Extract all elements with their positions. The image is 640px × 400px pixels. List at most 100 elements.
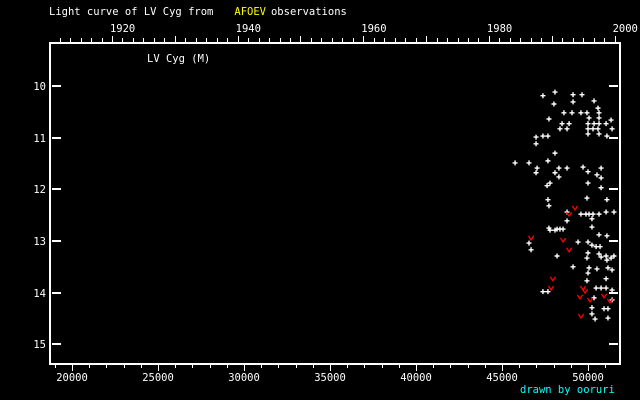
x-axis-minor-tick <box>313 365 314 368</box>
data-point <box>540 289 546 295</box>
top-axis-minor-tick <box>437 38 438 42</box>
data-point <box>609 287 615 293</box>
data-point <box>591 98 597 104</box>
data-point <box>579 92 585 98</box>
top-axis-minor-tick <box>468 38 469 42</box>
top-axis-minor-tick <box>227 38 228 42</box>
top-axis-minor-tick <box>321 38 322 42</box>
top-axis-minor-tick <box>416 38 417 42</box>
data-point <box>540 133 546 139</box>
data-point <box>554 253 560 259</box>
top-axis-minor-tick <box>478 38 479 42</box>
x-axis-minor-tick <box>192 365 193 368</box>
top-axis-minor-tick <box>583 38 584 42</box>
y-axis-left-tick <box>52 343 61 345</box>
data-point <box>561 110 567 116</box>
data-point <box>526 240 532 246</box>
data-point <box>598 285 604 291</box>
limit-marker <box>559 237 567 244</box>
data-point <box>578 211 584 217</box>
data-point <box>585 121 591 127</box>
x-axis-minor-tick <box>450 365 451 368</box>
data-point <box>533 141 539 147</box>
data-point <box>611 253 617 259</box>
data-point <box>564 165 570 171</box>
data-point <box>545 289 551 295</box>
top-axis-major-tick <box>238 36 239 42</box>
data-point <box>595 126 601 132</box>
x-axis-major-tick <box>158 365 159 371</box>
x-axis-minor-tick <box>210 365 211 368</box>
y-axis-right-tick <box>609 292 618 294</box>
data-point <box>556 174 562 180</box>
data-point <box>526 160 532 166</box>
data-point <box>603 209 609 215</box>
top-axis-minor-tick <box>91 38 92 42</box>
data-point <box>596 131 602 137</box>
top-axis-minor-tick <box>353 38 354 42</box>
plot-frame-right <box>619 42 621 365</box>
data-point <box>569 110 575 116</box>
top-axis-minor-tick <box>269 38 270 42</box>
limit-marker <box>527 235 535 242</box>
data-point <box>585 239 591 245</box>
top-axis-minor-tick <box>248 38 249 42</box>
data-point <box>605 265 611 271</box>
series-label: LV Cyg (M) <box>147 53 211 65</box>
top-axis-minor-tick <box>217 38 218 42</box>
top-axis-minor-tick <box>143 38 144 42</box>
top-axis-major-tick <box>112 36 113 42</box>
data-point <box>596 110 602 116</box>
top-axis-minor-tick <box>70 38 71 42</box>
data-point <box>575 239 581 245</box>
plot-frame-bottom <box>49 363 621 365</box>
x-axis-minor-tick <box>347 365 348 368</box>
data-point <box>528 247 534 253</box>
data-point <box>596 232 602 238</box>
top-axis-year-label: 1960 <box>361 23 386 35</box>
top-axis-minor-tick <box>405 38 406 42</box>
data-point <box>592 316 598 322</box>
top-axis-minor-tick <box>154 38 155 42</box>
top-axis-minor-tick <box>185 38 186 42</box>
data-point <box>605 306 611 312</box>
credit-text: drawn by ooruri <box>520 384 615 396</box>
data-point <box>591 121 597 127</box>
data-point <box>545 158 551 164</box>
data-point <box>594 266 600 272</box>
top-axis-minor-tick <box>395 38 396 42</box>
data-point <box>570 264 576 270</box>
data-point <box>552 89 558 95</box>
limit-marker <box>565 247 573 253</box>
data-point <box>580 164 586 170</box>
top-axis-minor-tick <box>332 38 333 42</box>
x-axis-minor-tick <box>278 365 279 368</box>
data-point <box>604 133 610 139</box>
top-axis-minor-tick <box>206 38 207 42</box>
data-point <box>585 126 591 132</box>
data-point <box>552 150 558 156</box>
data-point <box>545 197 551 203</box>
x-axis-minor-tick <box>605 365 606 368</box>
x-axis-minor-tick <box>261 365 262 368</box>
data-point <box>534 165 540 171</box>
data-point <box>596 121 602 127</box>
y-axis-tick-label: 10 <box>33 81 46 93</box>
top-axis-minor-tick <box>562 38 563 42</box>
top-axis-major-tick <box>426 36 427 42</box>
chart-title-suffix: observations <box>270 6 347 18</box>
limit-marker <box>565 211 573 218</box>
chart-title-prefix: Light curve of LV Cyg from <box>49 6 214 18</box>
x-axis-minor-tick <box>227 365 228 368</box>
x-axis-minor-tick <box>106 365 107 368</box>
x-axis-tick-label: 40000 <box>400 372 432 384</box>
data-point <box>585 180 591 186</box>
data-point <box>547 227 553 233</box>
data-point <box>586 115 592 121</box>
y-axis-right-tick <box>609 240 618 242</box>
data-point <box>608 255 614 261</box>
chart-title: Light curve of LV Cyg from AFOEV observati… <box>49 6 347 19</box>
x-axis-minor-tick <box>468 365 469 368</box>
data-point <box>585 131 591 137</box>
